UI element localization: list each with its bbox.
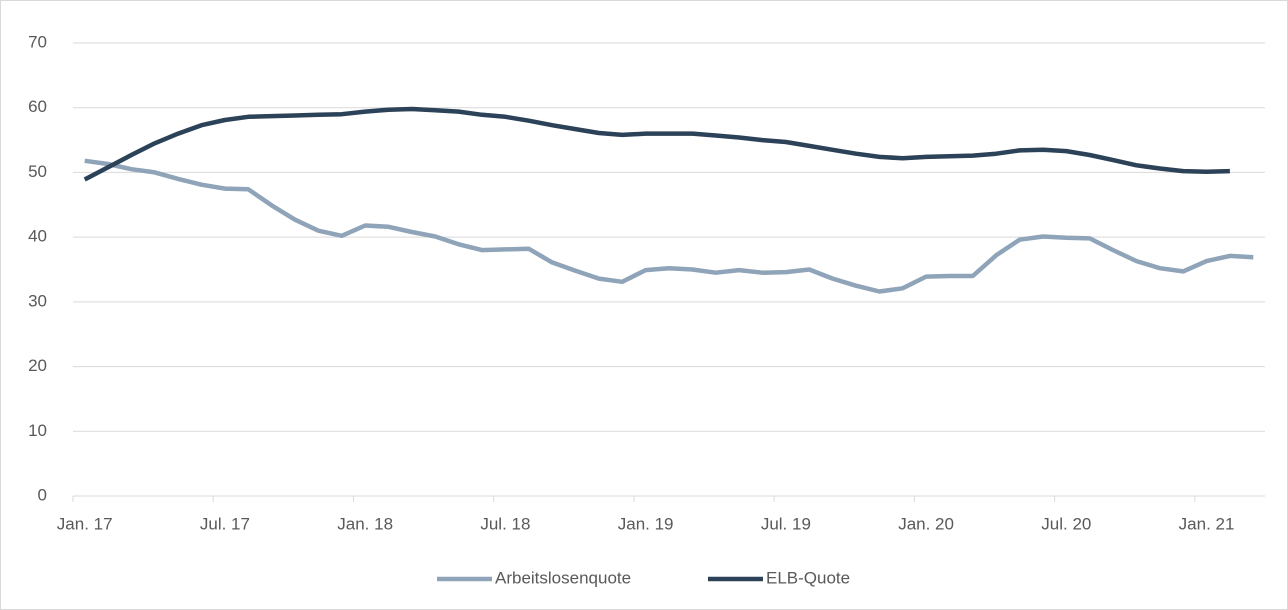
x-tick-label: Jan. 19	[618, 514, 674, 533]
x-tick-label: Jul. 19	[761, 514, 811, 533]
y-tick-label: 30	[28, 291, 47, 310]
x-tick-label: Jan. 18	[337, 514, 393, 533]
y-tick-label: 20	[28, 356, 47, 375]
legend-label: ELB-Quote	[766, 568, 850, 587]
y-tick-label: 70	[28, 32, 47, 51]
x-tick-label: Jan. 20	[898, 514, 954, 533]
x-tick-label: Jul. 17	[200, 514, 250, 533]
y-tick-label: 60	[28, 97, 47, 116]
x-tick-label: Jul. 20	[1041, 514, 1091, 533]
legend-label: Arbeitslosenquote	[495, 568, 631, 587]
series-line	[83, 106, 1230, 182]
y-tick-label: 50	[28, 162, 47, 181]
series-line	[84, 158, 1254, 294]
x-tick-label: Jan. 21	[1179, 514, 1235, 533]
y-tick-label: 40	[28, 227, 47, 246]
y-tick-label: 0	[38, 485, 47, 504]
y-tick-label: 10	[28, 421, 47, 440]
x-tick-label: Jul. 18	[480, 514, 530, 533]
x-tick-label: Jan. 17	[57, 514, 113, 533]
